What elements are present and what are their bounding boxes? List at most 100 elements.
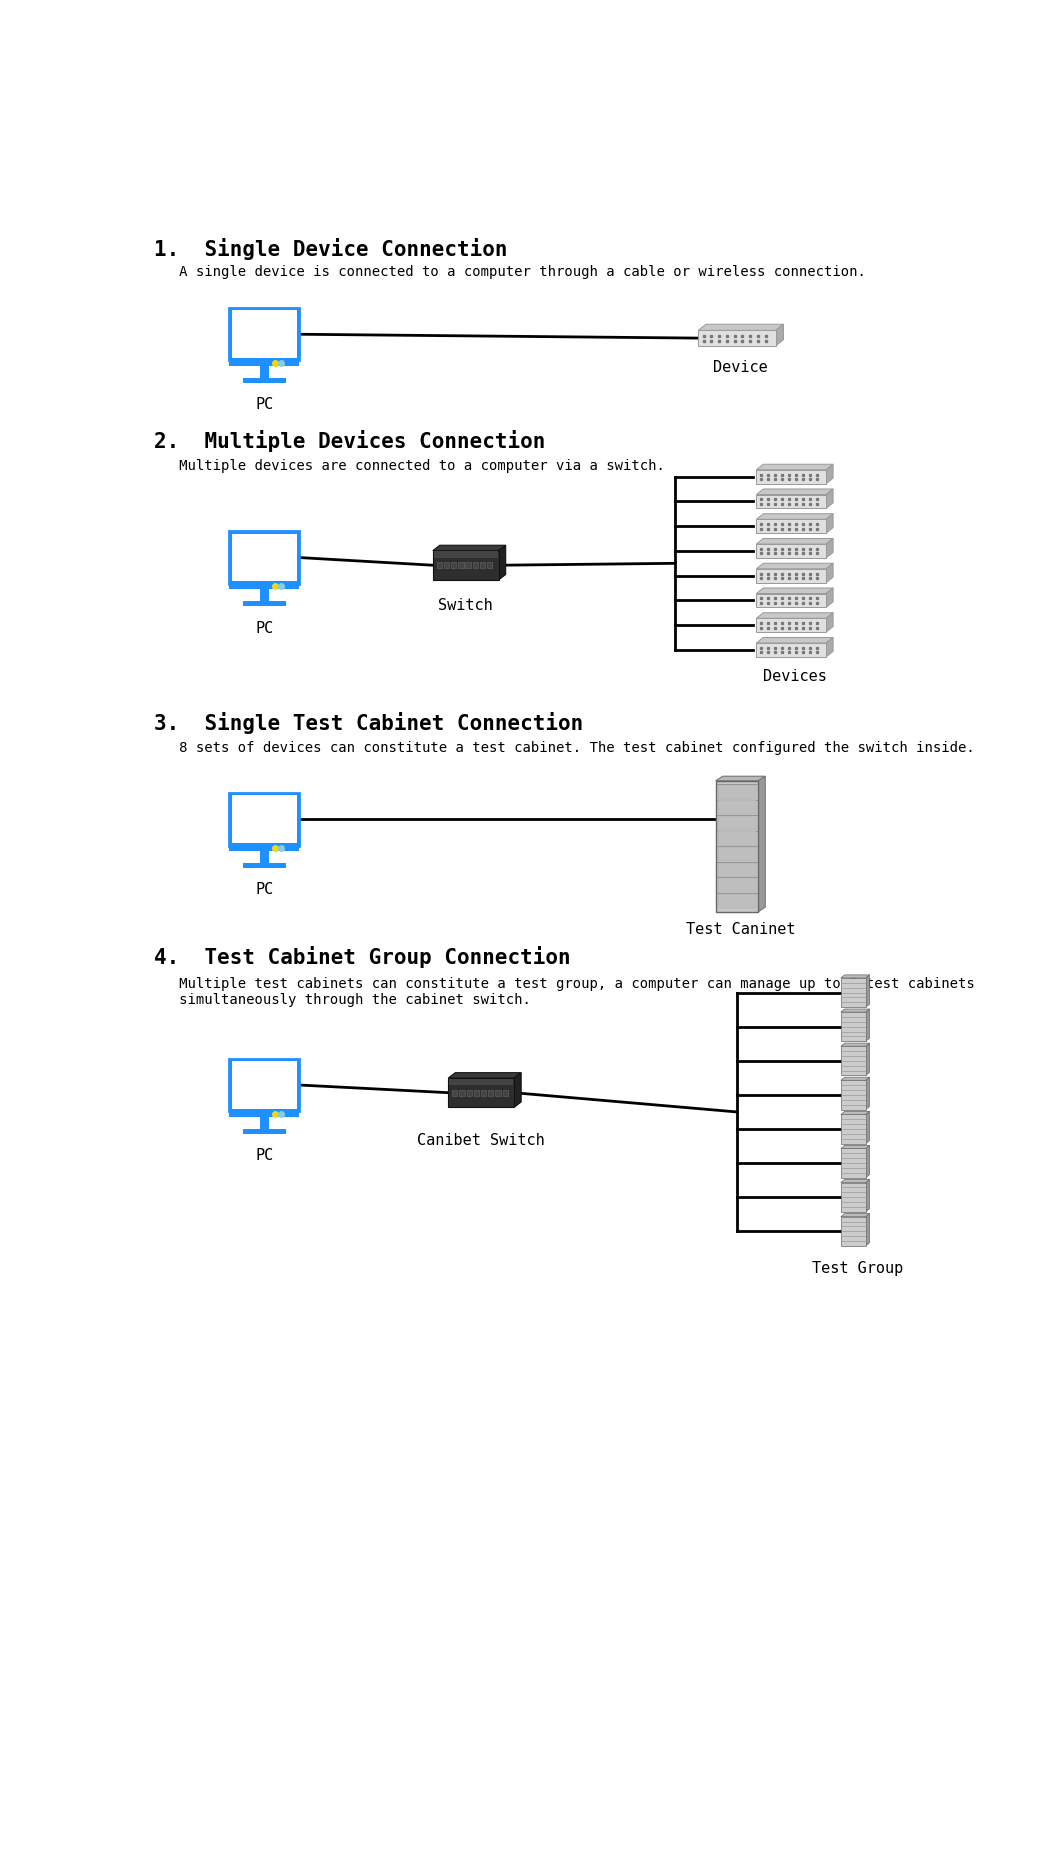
Text: Switch: Switch [439,597,493,612]
Text: PC: PC [255,397,273,412]
FancyBboxPatch shape [718,863,756,877]
Polygon shape [826,564,833,582]
FancyBboxPatch shape [232,310,297,358]
FancyBboxPatch shape [718,848,756,861]
Text: 2.  Multiple Devices Connection: 2. Multiple Devices Connection [154,430,546,453]
Polygon shape [757,514,833,519]
Text: Canibet Switch: Canibet Switch [418,1133,545,1148]
FancyBboxPatch shape [699,330,776,345]
Polygon shape [866,1180,869,1211]
FancyBboxPatch shape [260,365,269,378]
Polygon shape [866,1145,869,1178]
Polygon shape [866,1111,869,1145]
Polygon shape [716,775,765,781]
FancyBboxPatch shape [260,590,269,601]
Text: A single device is connected to a computer through a cable or wireless connectio: A single device is connected to a comput… [154,265,866,278]
FancyBboxPatch shape [757,495,826,508]
FancyBboxPatch shape [718,800,756,814]
FancyBboxPatch shape [448,1078,514,1107]
FancyBboxPatch shape [716,781,758,913]
FancyBboxPatch shape [466,1089,472,1096]
FancyBboxPatch shape [229,794,299,846]
FancyBboxPatch shape [718,816,756,829]
FancyBboxPatch shape [474,1089,479,1096]
FancyBboxPatch shape [432,551,498,581]
Text: Device: Device [713,360,768,375]
Polygon shape [699,325,783,330]
FancyBboxPatch shape [437,562,442,568]
FancyBboxPatch shape [243,378,285,382]
FancyBboxPatch shape [229,360,299,365]
FancyBboxPatch shape [232,796,297,844]
Text: Multiple test cabinets can constitute a test group, a computer can manage up to : Multiple test cabinets can constitute a … [154,978,975,1007]
Polygon shape [757,564,833,569]
Polygon shape [826,490,833,508]
FancyBboxPatch shape [243,863,285,868]
FancyBboxPatch shape [229,846,299,851]
FancyBboxPatch shape [841,1080,866,1109]
Polygon shape [826,538,833,558]
FancyBboxPatch shape [718,877,756,892]
Polygon shape [866,1009,869,1041]
Polygon shape [866,1043,869,1076]
FancyBboxPatch shape [495,1089,500,1096]
FancyBboxPatch shape [473,562,478,568]
Polygon shape [841,1111,869,1115]
FancyBboxPatch shape [757,569,826,582]
Text: PC: PC [255,1148,273,1163]
FancyBboxPatch shape [452,562,457,568]
Polygon shape [776,325,783,345]
FancyBboxPatch shape [459,1089,464,1096]
Polygon shape [514,1072,522,1107]
FancyBboxPatch shape [229,531,299,584]
Polygon shape [448,1072,522,1078]
FancyBboxPatch shape [841,1115,866,1145]
FancyBboxPatch shape [841,1217,866,1247]
Polygon shape [826,612,833,633]
Polygon shape [826,638,833,657]
Polygon shape [757,638,833,644]
Polygon shape [826,464,833,484]
FancyBboxPatch shape [229,1111,299,1117]
Polygon shape [498,545,506,581]
Polygon shape [841,1180,869,1183]
FancyBboxPatch shape [841,1013,866,1041]
FancyBboxPatch shape [243,601,285,607]
Polygon shape [841,1078,869,1080]
Polygon shape [757,612,833,618]
Polygon shape [841,1009,869,1013]
FancyBboxPatch shape [757,644,826,657]
Polygon shape [841,976,869,978]
FancyBboxPatch shape [757,544,826,558]
FancyBboxPatch shape [260,1117,269,1130]
Polygon shape [866,976,869,1007]
Text: Devices: Devices [763,670,827,684]
FancyBboxPatch shape [718,785,756,800]
FancyBboxPatch shape [243,1130,285,1133]
Text: Test Group: Test Group [812,1261,903,1276]
Polygon shape [866,1213,869,1247]
FancyBboxPatch shape [465,562,471,568]
FancyBboxPatch shape [757,469,826,484]
Polygon shape [826,514,833,532]
FancyBboxPatch shape [757,594,826,607]
Text: Test Caninet: Test Caninet [686,922,796,937]
FancyBboxPatch shape [718,831,756,846]
FancyBboxPatch shape [449,1080,513,1085]
Text: Multiple devices are connected to a computer via a switch.: Multiple devices are connected to a comp… [154,458,665,473]
Polygon shape [757,538,833,544]
FancyBboxPatch shape [718,894,756,907]
FancyBboxPatch shape [229,584,299,590]
Polygon shape [757,490,833,495]
FancyBboxPatch shape [458,562,463,568]
FancyBboxPatch shape [488,562,493,568]
FancyBboxPatch shape [489,1089,494,1096]
FancyBboxPatch shape [502,1089,508,1096]
Text: 8 sets of devices can constitute a test cabinet. The test cabinet configured the: 8 sets of devices can constitute a test … [154,740,975,755]
FancyBboxPatch shape [480,562,485,568]
FancyBboxPatch shape [232,534,297,581]
Text: PC: PC [255,621,273,636]
Text: 1.  Single Device Connection: 1. Single Device Connection [154,237,508,260]
FancyBboxPatch shape [757,618,826,633]
FancyBboxPatch shape [229,308,299,360]
